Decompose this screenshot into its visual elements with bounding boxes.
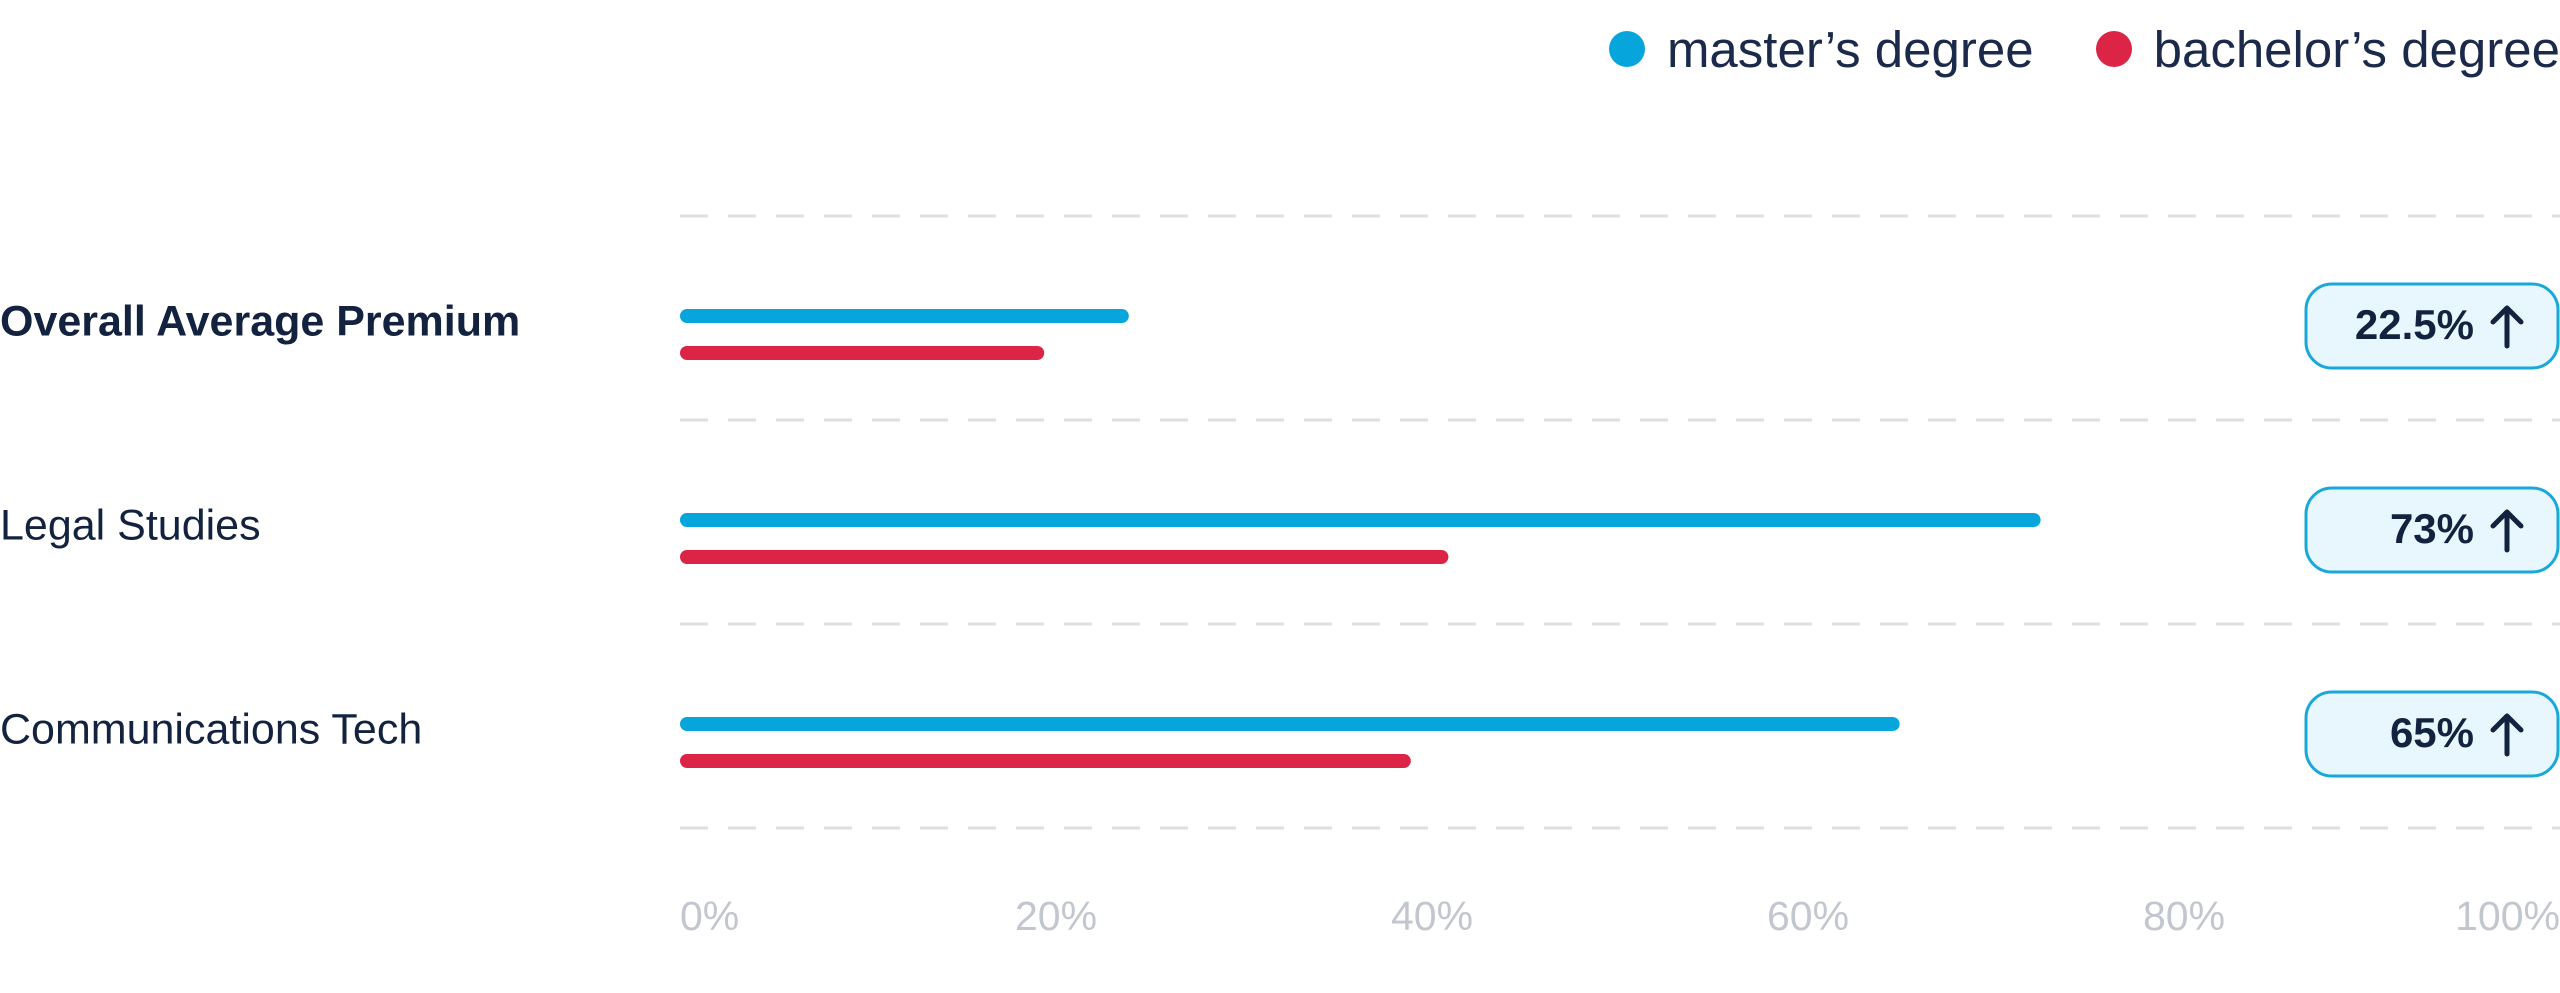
x-tick-label: 60% [1767, 893, 1849, 939]
row-label: Communications Tech [0, 705, 422, 753]
x-tick-label: 80% [2143, 893, 2225, 939]
change-badge [2304, 282, 2560, 370]
badge-value: 73% [2390, 505, 2474, 552]
legend-item-bachelors: bachelor’s degree [2095, 20, 2560, 79]
change-badge [2304, 690, 2560, 778]
x-tick-label: 40% [1391, 893, 1473, 939]
arrow-up-icon [2490, 713, 2524, 757]
change-badge [2304, 486, 2560, 574]
legend: master’s degree bachelor’s degree [1608, 14, 2560, 84]
legend-item-masters: master’s degree [1608, 20, 2034, 79]
arrow-up-icon [2490, 305, 2524, 349]
row-label: Overall Average Premium [0, 297, 520, 345]
badge-value: 65% [2390, 709, 2474, 756]
arrow-up-icon [2490, 509, 2524, 553]
x-tick-label: 0% [680, 893, 739, 939]
legend-label-masters: master’s degree [1666, 20, 2034, 78]
row-label: Legal Studies [0, 501, 261, 549]
legend-dot-masters [1608, 31, 1645, 67]
x-tick-label: 100% [2455, 893, 2560, 939]
legend-label-bachelors: bachelor’s degree [2153, 20, 2560, 78]
legend-dot-bachelors [2095, 31, 2132, 67]
badge-value: 22.5% [2355, 301, 2474, 348]
x-tick-label: 20% [1015, 893, 1097, 939]
